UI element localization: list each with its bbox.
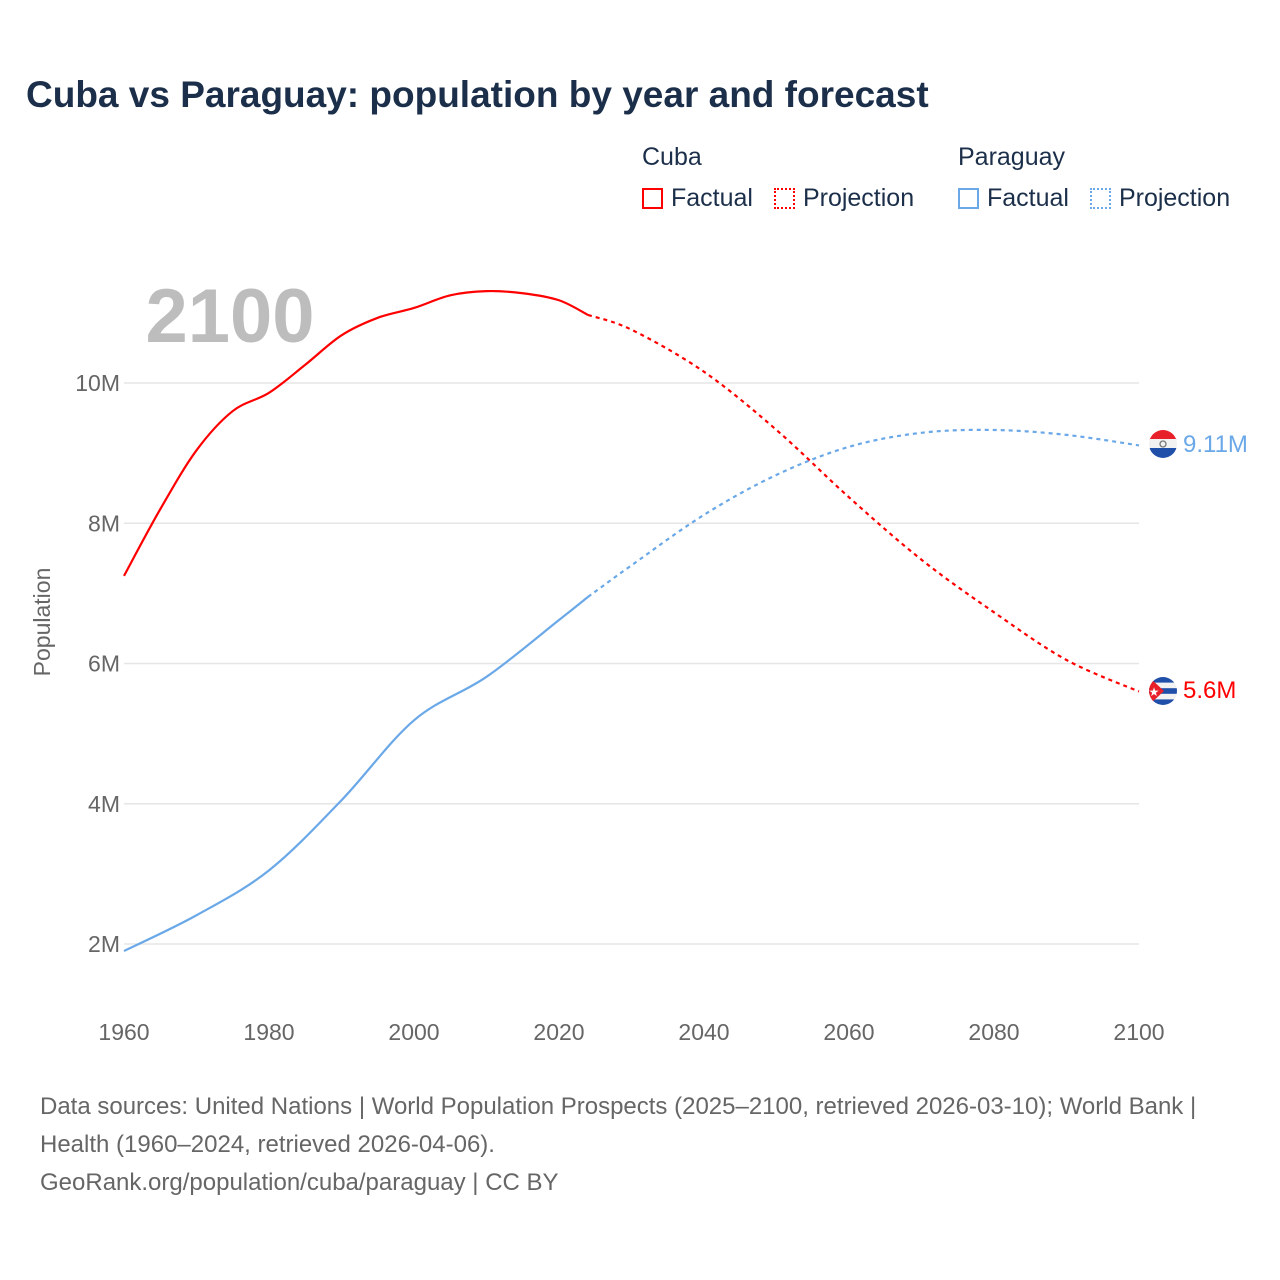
- legend-swatch: [958, 188, 979, 209]
- y-tick-label: 8M: [88, 510, 120, 536]
- legend-label: Projection: [802, 184, 915, 212]
- legend-paraguay: Paraguay Factual Projection: [958, 143, 1244, 216]
- credit-link[interactable]: GeoRank.org/population/cuba/paraguay | C…: [40, 1169, 559, 1196]
- x-tick-label: 2080: [968, 1019, 1019, 1045]
- legend-cuba-projection[interactable]: Projection: [773, 184, 915, 213]
- x-tick-label: 1960: [98, 1019, 149, 1045]
- legend-label: Factual: [671, 184, 753, 212]
- paraguay-end-label: 9.11M: [1183, 431, 1248, 458]
- legend-swatch: [773, 188, 795, 209]
- legend-swatch: [642, 188, 663, 209]
- legend-swatch: [1089, 188, 1111, 209]
- series-lines: [123, 289, 1140, 952]
- x-tick-label: 2100: [1113, 1019, 1164, 1045]
- svg-text:★: ★: [1149, 685, 1160, 699]
- legend-cuba-factual[interactable]: Factual: [642, 184, 753, 213]
- legend-cuba: Cuba Factual Projection: [642, 143, 928, 216]
- x-tick-label: 2040: [678, 1019, 729, 1045]
- data-sources: Data sources: United Nations | World Pop…: [40, 1093, 1197, 1158]
- x-tick-label: 2000: [388, 1019, 439, 1045]
- chart-title: Cuba vs Paraguay: population by year and…: [26, 74, 929, 115]
- legend-paraguay-title: Paraguay: [958, 143, 1066, 171]
- legend-label: Projection: [1118, 184, 1231, 212]
- x-tick-label: 2020: [533, 1019, 584, 1045]
- y-tick-label: 10M: [75, 370, 120, 396]
- legend-label: Factual: [987, 184, 1069, 212]
- legend-cuba-title: Cuba: [642, 143, 702, 171]
- x-axis: 1960 1980 2000 2020 2040 2060 2080 2100: [98, 1019, 1164, 1045]
- x-tick-label: 1980: [243, 1019, 294, 1045]
- y-tick-label: 6M: [88, 651, 120, 677]
- cuba-projection-line: [587, 313, 1140, 693]
- paraguay-factual-line: [123, 596, 589, 952]
- paraguay-projection-line: [587, 428, 1140, 598]
- footer: Data sources: United Nations | World Pop…: [40, 1088, 1240, 1202]
- x-tick-label: 2060: [823, 1019, 874, 1045]
- legend-paraguay-projection[interactable]: Projection: [1089, 184, 1231, 213]
- y-axis-label: Population: [29, 568, 55, 677]
- y-tick-label: 2M: [88, 931, 120, 957]
- paraguay-flag-icon: [1149, 430, 1177, 458]
- year-watermark: 2100: [145, 274, 314, 359]
- cuba-flag-icon: ★: [1149, 677, 1177, 705]
- cuba-factual-line: [123, 289, 589, 577]
- y-tick-label: 4M: [88, 791, 120, 817]
- y-axis: 2M 4M 6M 8M 10M: [75, 370, 120, 957]
- grid: [124, 382, 1139, 945]
- legend-paraguay-factual[interactable]: Factual: [958, 184, 1069, 213]
- cuba-end-label: 5.6M: [1183, 677, 1236, 704]
